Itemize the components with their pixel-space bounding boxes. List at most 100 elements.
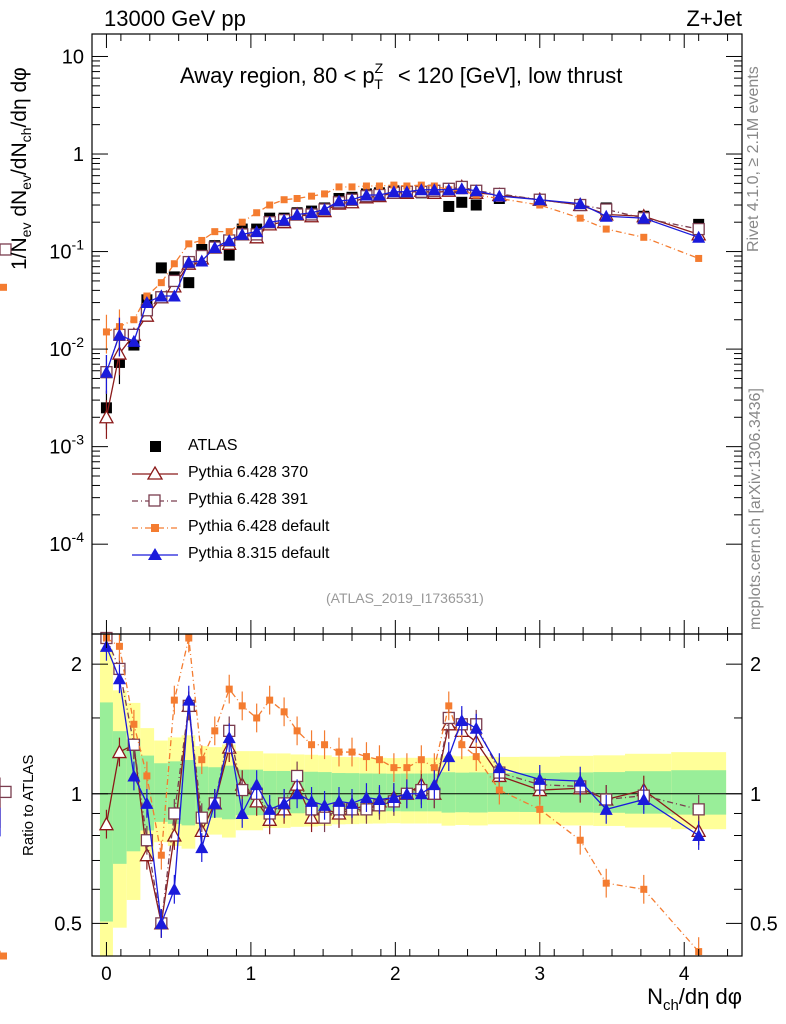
data-point (387, 791, 401, 804)
stat-band (181, 760, 196, 826)
data-point (403, 764, 411, 772)
data-point (362, 753, 370, 761)
ratio-y-tick-label: 2 (71, 654, 82, 676)
data-point (222, 233, 236, 246)
ratio-line (105, 637, 699, 924)
data-point (225, 685, 233, 693)
data-point (170, 260, 178, 268)
data-point (602, 879, 610, 887)
data-point (280, 708, 288, 716)
data-point (637, 211, 651, 224)
y-tick-label: 10-2 (49, 334, 84, 361)
ratio-frame (91, 633, 743, 957)
series-1 (98, 179, 707, 439)
data-point (455, 182, 469, 195)
ratio-y-tick-label-right: 2 (750, 654, 761, 676)
data-point (442, 183, 456, 196)
ratio-series-2 (0, 634, 703, 960)
data-point (290, 207, 304, 220)
data-point (277, 796, 291, 809)
data-point (253, 209, 261, 217)
data-point (98, 409, 115, 424)
data-point (277, 213, 291, 226)
data-point (155, 262, 167, 274)
main-y-axis-label: 1/Nev dNev/dNch/dη dφ (8, 67, 34, 270)
data-point (332, 194, 346, 207)
data-point (208, 241, 222, 254)
data-point (576, 836, 584, 844)
x-axis-label: Nch/dη dφ (647, 984, 742, 1014)
data-point (222, 731, 236, 744)
collision-energy-title: 13000 GeV pp (104, 6, 246, 31)
series-3 (0, 181, 703, 354)
data-point (238, 218, 246, 226)
data-point (293, 194, 301, 202)
data-point (427, 183, 441, 196)
data-point (223, 249, 235, 261)
data-point (470, 199, 482, 211)
data-point (211, 228, 219, 236)
data-point (305, 794, 319, 807)
data-point (332, 794, 346, 807)
data-point (143, 772, 151, 780)
data-point (637, 792, 651, 805)
data-point (492, 189, 506, 202)
legend-label: Pythia 6.428 default (188, 518, 330, 535)
ratio-y-tick-label: 1 (71, 784, 82, 806)
data-point (236, 783, 249, 797)
data-point (140, 296, 154, 309)
stat-band (593, 772, 625, 813)
data-point (692, 803, 705, 816)
data-point (359, 188, 373, 201)
data-point (372, 188, 386, 201)
x-tick-label: 1 (246, 964, 257, 985)
data-point (495, 786, 503, 794)
data-point (536, 805, 544, 813)
data-point (290, 787, 304, 800)
data-point (321, 741, 329, 749)
data-point (253, 714, 261, 722)
legend-label: Pythia 6.428 370 (188, 464, 309, 481)
data-point (235, 227, 249, 240)
data-point (154, 916, 168, 929)
subtitle-subscript: T (374, 76, 383, 92)
data-point (115, 642, 123, 650)
data-point (280, 196, 288, 204)
data-point (266, 696, 274, 704)
ratio-y-tick-label-right: 0.5 (750, 913, 778, 935)
data-point (168, 274, 181, 288)
data-point (168, 807, 181, 820)
legend-label: Pythia 6.428 391 (188, 491, 309, 508)
data-point (235, 806, 249, 819)
data-point (472, 753, 480, 761)
x-tick-label: 2 (390, 964, 401, 985)
data-point (390, 764, 398, 772)
data-point (140, 834, 154, 847)
data-point (321, 190, 329, 198)
ratio-series-3 (0, 634, 706, 938)
data-point (414, 787, 428, 800)
data-point (167, 882, 181, 895)
stat-band (441, 772, 456, 813)
ratio-y-axis-label: Ratio to ATLAS (20, 754, 37, 856)
data-point (417, 756, 425, 764)
data-point (0, 243, 12, 256)
ratio-y-tick-label: 0.5 (54, 913, 82, 935)
ratio-y-tick-label-right: 1 (750, 784, 761, 806)
y-tick-label: 1 (73, 144, 84, 166)
data-point (183, 277, 195, 289)
data-point (348, 748, 356, 756)
data-point (130, 316, 138, 324)
data-point (359, 791, 373, 804)
data-point (318, 798, 332, 811)
data-point (0, 952, 7, 960)
data-point (427, 778, 441, 791)
data-point (266, 201, 274, 209)
data-point (98, 816, 115, 831)
plot-subtitle: Away region, 80 < pZT < 120 [GeV], low t… (180, 60, 623, 92)
main-panel-series (0, 179, 707, 439)
data-point (263, 802, 277, 815)
data-point (335, 748, 343, 756)
data-point (198, 236, 206, 244)
data-point (430, 764, 438, 772)
